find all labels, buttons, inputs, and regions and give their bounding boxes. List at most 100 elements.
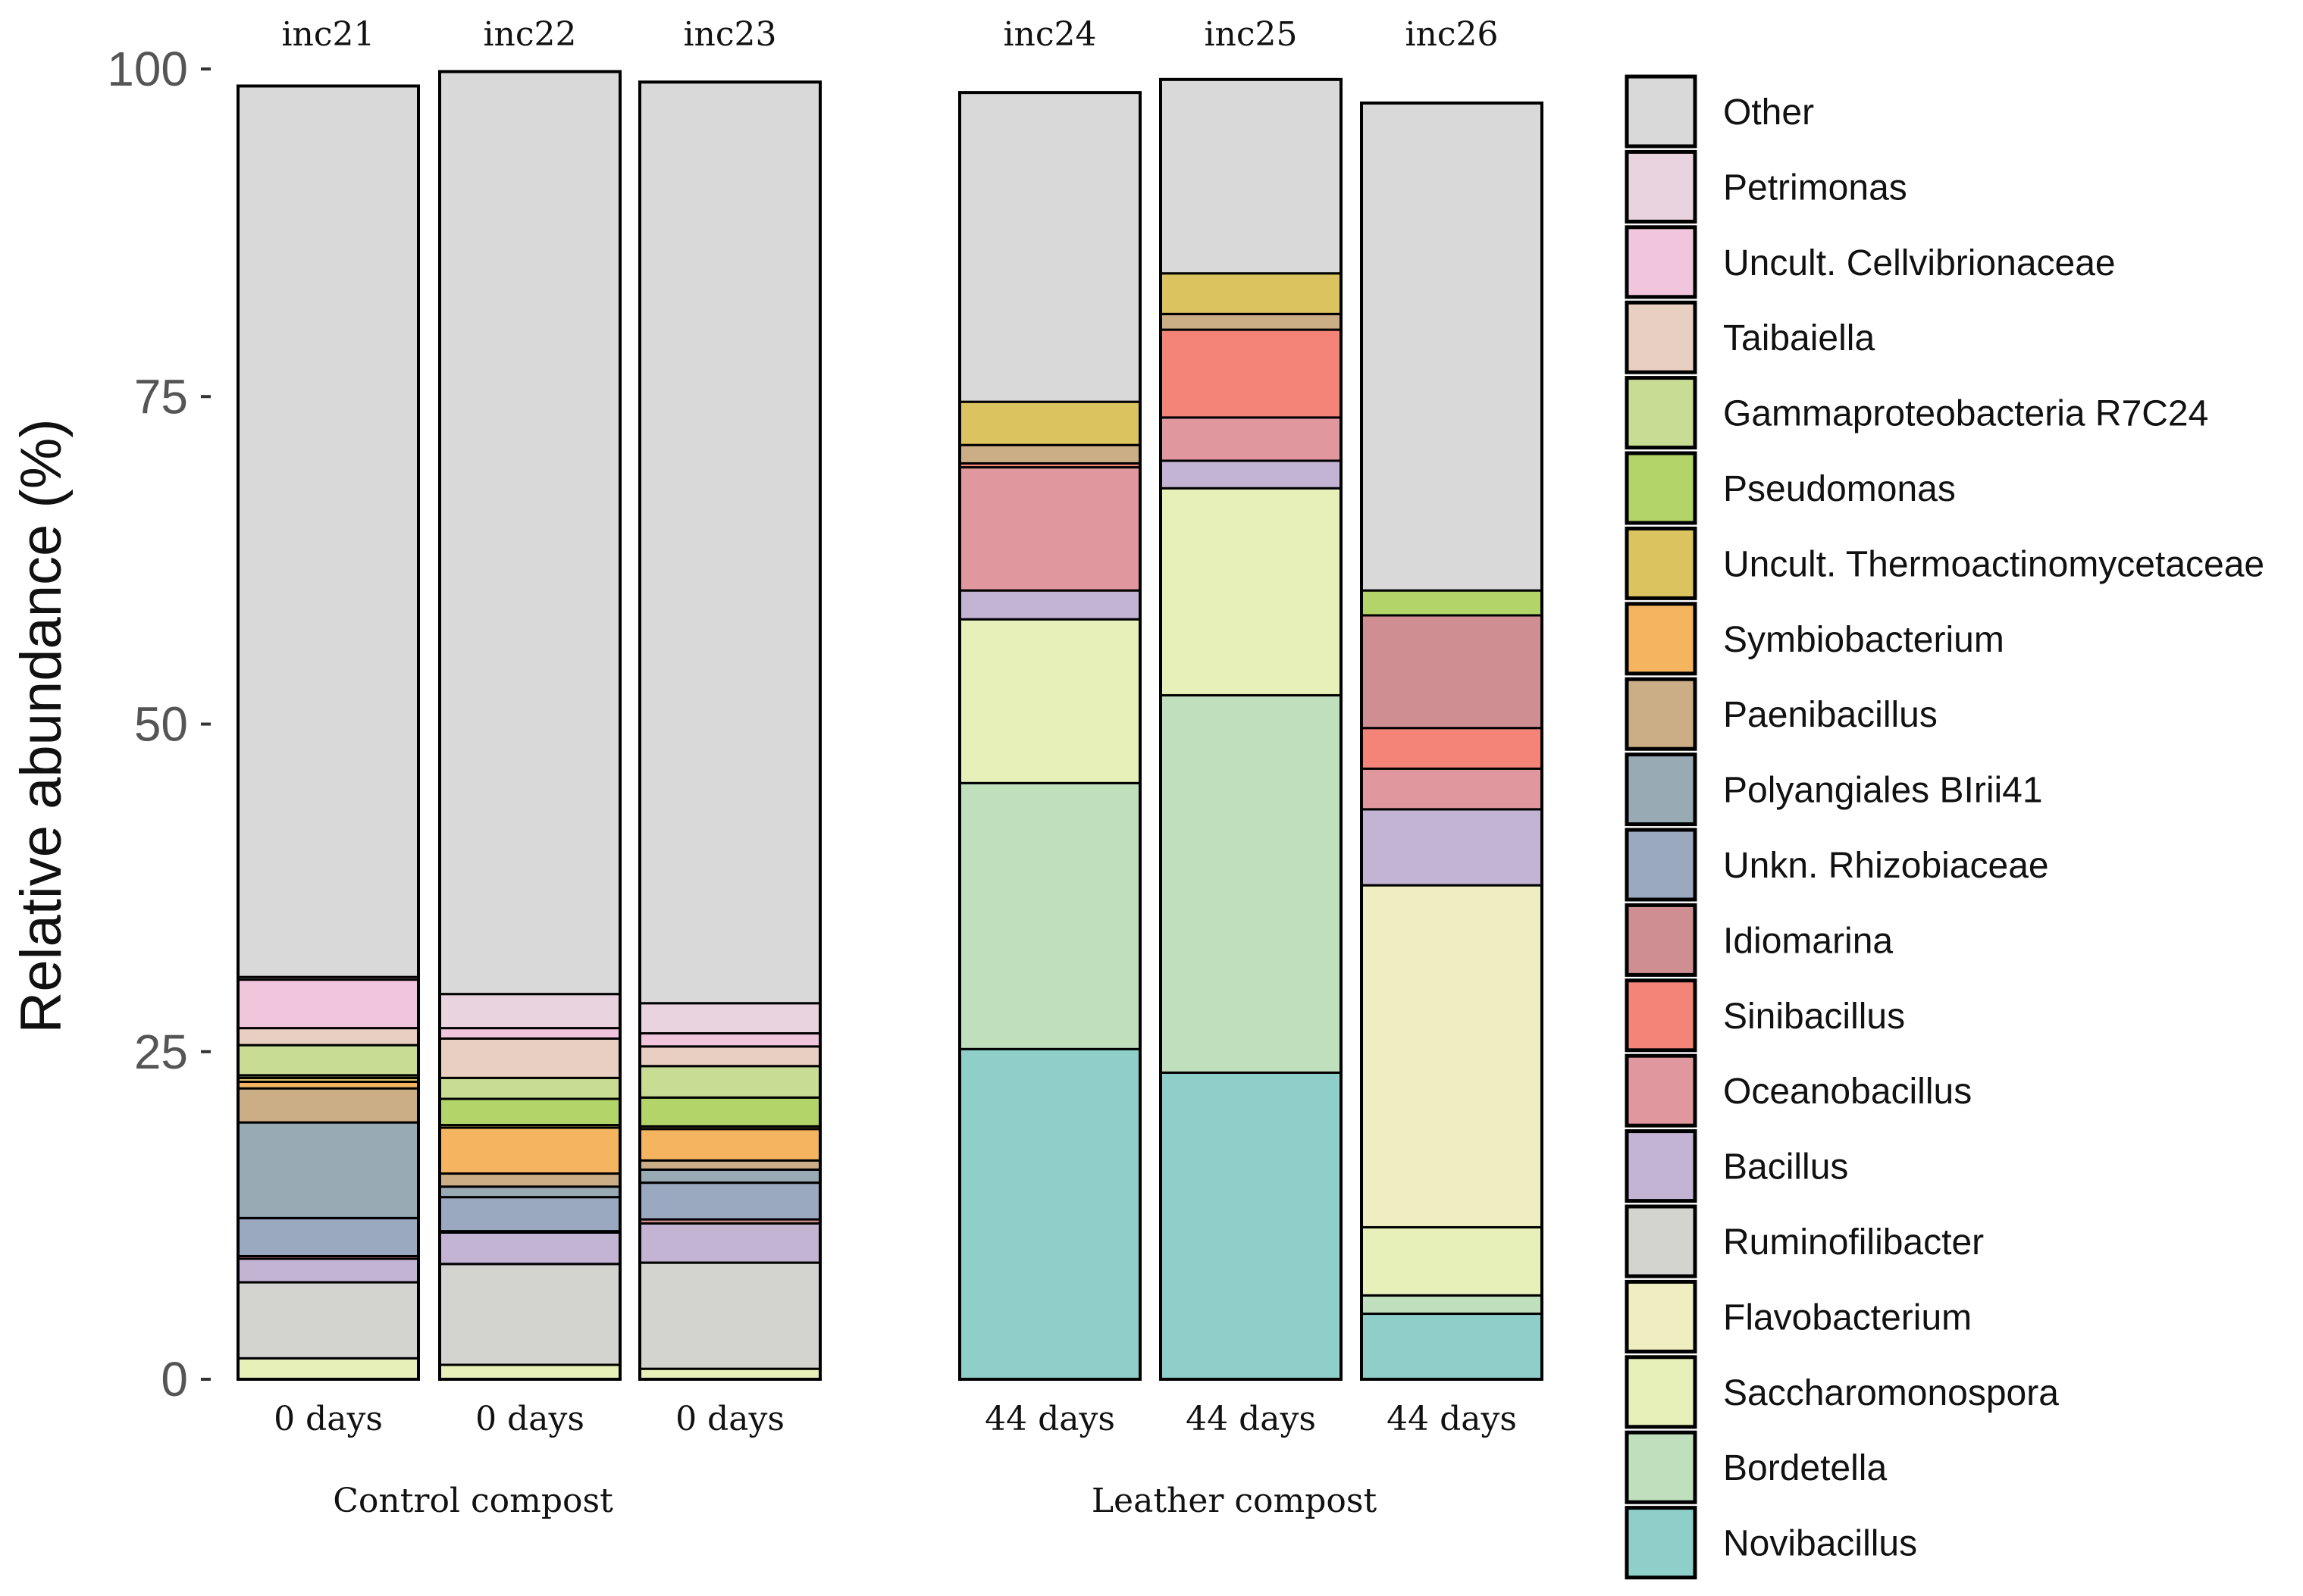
legend-swatch <box>1625 828 1697 902</box>
bar-stack-inc23 <box>638 80 822 1381</box>
legend-swatch <box>1625 1355 1697 1429</box>
bar-stack-inc22 <box>438 70 622 1381</box>
legend-item: Flavobacterium <box>1625 1279 1972 1353</box>
bar-outline <box>1159 77 1343 1381</box>
timepoint-label: 44 days <box>1186 1400 1316 1438</box>
bar-segment <box>237 1216 420 1257</box>
bar-segment <box>237 1087 420 1124</box>
legend-swatch <box>1625 74 1697 149</box>
timepoint-label: 0 days <box>475 1400 584 1438</box>
bar-stack-inc21 <box>237 84 420 1381</box>
bar-segment <box>1360 1225 1543 1297</box>
bar-segment <box>638 1045 822 1068</box>
legend: Other Petrimonas Uncult. Cellvibrionaceae T… <box>1625 74 2264 1580</box>
bar-segment <box>638 1367 822 1381</box>
bar-segment <box>1360 1294 1543 1316</box>
bar-segment <box>958 466 1142 592</box>
bar-segment <box>958 589 1142 621</box>
bar-segment <box>237 1027 420 1047</box>
y-tick-label: 0 <box>161 1352 188 1407</box>
bar-segment <box>1360 102 1543 592</box>
bar-segment <box>438 1027 622 1040</box>
bar-segment <box>1159 328 1343 419</box>
legend-label: Petrimonas <box>1723 167 1907 208</box>
legend-label: Flavobacterium <box>1723 1297 1972 1338</box>
bar-stacks <box>237 70 1543 1382</box>
legend-swatch <box>1625 753 1697 827</box>
legend-label: Saccharomonospora <box>1723 1373 2059 1413</box>
bar-outline <box>1360 101 1543 1382</box>
bar-segment <box>958 1047 1142 1381</box>
bar-segment <box>638 1096 822 1128</box>
bar-segment <box>638 80 822 1005</box>
bar-segment <box>438 1126 622 1175</box>
bar-segment <box>1360 614 1543 730</box>
legend-item: Gammaproteobacteria R7C24 <box>1625 376 2208 450</box>
bar-segment <box>237 84 420 978</box>
timepoint-label: 44 days <box>985 1400 1115 1438</box>
bar-segment <box>1159 272 1343 315</box>
legend-swatch <box>1625 1430 1697 1504</box>
legend-swatch <box>1625 1506 1697 1580</box>
legend-swatch <box>1625 376 1697 450</box>
bar-segment <box>1159 312 1343 331</box>
bar-segment <box>638 1222 822 1264</box>
legend-label: Uncult. Thermoactinomycetaceae <box>1723 544 2264 584</box>
legend-label: Sinibacillus <box>1723 997 1905 1037</box>
legend-label: Ruminofilibacter <box>1723 1222 1984 1263</box>
legend-swatch <box>1625 1204 1697 1278</box>
bar-segment <box>958 91 1142 403</box>
bar-stack-inc26 <box>1360 101 1543 1382</box>
sample-label: inc26 <box>1405 15 1498 54</box>
legend-swatch <box>1625 300 1697 374</box>
bar-outline <box>958 91 1142 1382</box>
legend-item: Bacillus <box>1625 1129 1848 1203</box>
bar-segment <box>638 1159 822 1171</box>
bar-segment <box>438 1231 622 1266</box>
timepoint-label: 0 days <box>274 1400 383 1438</box>
legend-item: Idiomarina <box>1625 903 1893 977</box>
timepoint-label: 0 days <box>675 1400 785 1438</box>
legend-label: Bacillus <box>1723 1147 1848 1188</box>
legend-label: Idiomarina <box>1723 921 1893 961</box>
bar-segment <box>438 1037 622 1079</box>
bar-segment <box>1159 416 1343 462</box>
legend-swatch <box>1625 978 1697 1053</box>
bar-stack-inc25 <box>1159 77 1343 1381</box>
bar-segment <box>1159 1071 1343 1381</box>
legend-item: Unkn. Rhizobiaceae <box>1625 828 2049 902</box>
legend-item: Pseudomonas <box>1625 451 1956 525</box>
timepoint-label: 44 days <box>1386 1400 1517 1438</box>
bar-segment <box>438 1185 622 1199</box>
bar-segment <box>237 978 420 1030</box>
y-tick-label: 50 <box>134 697 188 752</box>
legend-item: Taibaiella <box>1625 300 1875 374</box>
legend-item: Petrimonas <box>1625 149 1907 224</box>
bar-segment <box>438 993 622 1030</box>
legend-swatch <box>1625 1279 1697 1353</box>
legend-swatch <box>1625 149 1697 224</box>
legend-item: Polyangiales BIrii41 <box>1625 753 2043 827</box>
bar-segment <box>438 1097 622 1127</box>
legend-label: Novibacillus <box>1723 1524 1917 1564</box>
bar-segment <box>237 1044 420 1077</box>
legend-item: Other <box>1625 74 1814 149</box>
bar-segment <box>237 1257 420 1284</box>
bar-segment <box>638 1261 822 1370</box>
legend-label: Taibaiella <box>1723 318 1875 358</box>
legend-swatch <box>1625 451 1697 525</box>
group-label: Control compost <box>333 1482 613 1520</box>
legend-swatch <box>1625 1053 1697 1128</box>
bar-segment <box>237 1357 420 1381</box>
sample-label: inc24 <box>1003 15 1096 54</box>
bar-segment <box>1360 884 1543 1228</box>
bar-outline <box>438 70 622 1381</box>
legend-item: Saccharomonospora <box>1625 1355 2059 1429</box>
legend-item: Sinibacillus <box>1625 978 1905 1053</box>
bar-segment <box>958 400 1142 446</box>
y-axis-label: Relative abundance (%) <box>9 418 74 1033</box>
y-tick-label: 25 <box>134 1025 188 1079</box>
bar-segment <box>438 1196 622 1233</box>
legend-item: Symbiobacterium <box>1625 602 2004 676</box>
